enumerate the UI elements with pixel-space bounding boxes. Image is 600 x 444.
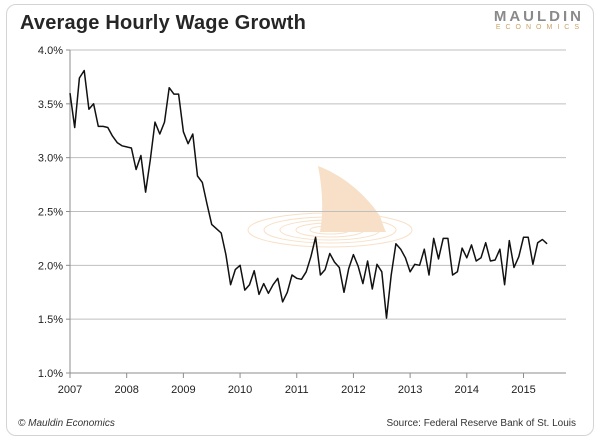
y-tick-label: 3.0% bbox=[38, 153, 63, 165]
mauldin-logo: MAULDIN ECONOMICS bbox=[494, 8, 584, 31]
x-tick-label: 2014 bbox=[455, 384, 479, 396]
y-tick-label: 1.0% bbox=[38, 368, 63, 380]
logo-sub-text: ECONOMICS bbox=[495, 24, 584, 31]
y-tick-label: 1.5% bbox=[38, 314, 63, 326]
chart-title: Average Hourly Wage Growth bbox=[20, 12, 306, 34]
x-tick-label: 2012 bbox=[341, 384, 365, 396]
y-tick-label: 4.0% bbox=[38, 45, 63, 57]
x-axis-ticks: 2007 2008 2009 2010 2011 2012 2013 2014 2015 bbox=[58, 373, 536, 396]
series-group bbox=[69, 69, 548, 319]
source-text: Source: Federal Reserve Bank of St. Loui… bbox=[386, 418, 576, 429]
shark-fin-icon bbox=[247, 166, 413, 248]
x-tick-label: 2007 bbox=[58, 384, 82, 396]
y-tick-label: 2.5% bbox=[38, 207, 63, 219]
y-axis-ticks: 1.0% 1.5% 2.0% 2.5% 3.0% 3.5% 4.0% bbox=[38, 45, 70, 380]
y-tick-label: 2.0% bbox=[38, 260, 63, 272]
x-tick-label: 2011 bbox=[285, 384, 309, 396]
x-tick-label: 2015 bbox=[511, 384, 535, 396]
gridlines bbox=[70, 49, 566, 320]
chart-frame bbox=[6, 4, 594, 436]
x-tick-label: 2010 bbox=[228, 384, 252, 396]
x-tick-label: 2009 bbox=[171, 384, 195, 396]
logo-main-text: MAULDIN bbox=[493, 8, 584, 25]
y-tick-label: 3.5% bbox=[38, 99, 63, 111]
x-tick-label: 2013 bbox=[398, 384, 422, 396]
copyright-text: © Mauldin Economics bbox=[18, 418, 115, 429]
x-tick-label: 2008 bbox=[114, 384, 138, 396]
series-line bbox=[69, 69, 548, 319]
